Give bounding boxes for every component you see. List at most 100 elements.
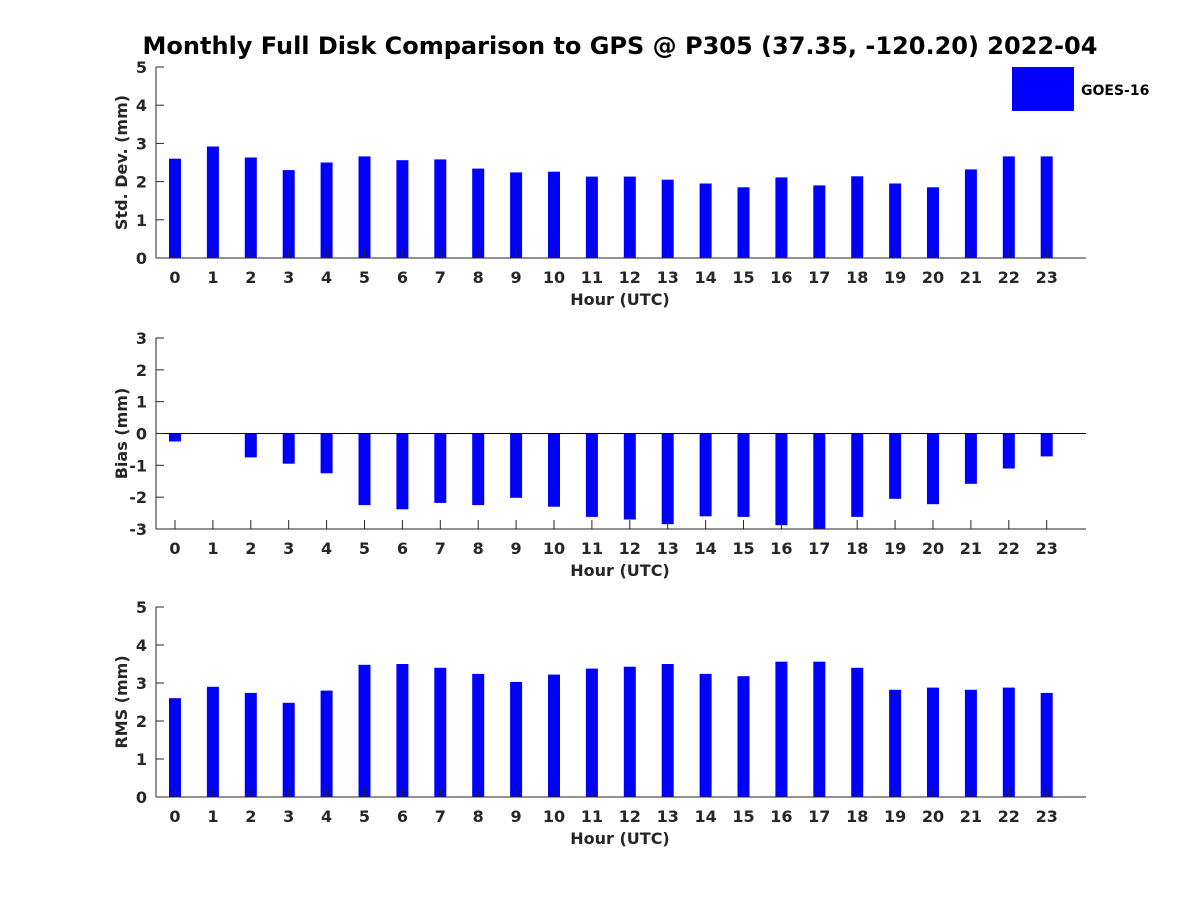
x-tick-label: 6 <box>397 268 408 287</box>
x-tick-label: 5 <box>359 807 370 826</box>
x-tick-label: 21 <box>960 807 982 826</box>
x-tick-label: 9 <box>511 268 522 287</box>
x-tick-label: 10 <box>543 807 565 826</box>
bar-hour-4 <box>320 690 333 797</box>
y-axis-label: Bias (mm) <box>112 388 131 480</box>
bar-hour-3 <box>282 702 295 797</box>
x-tick-label: 3 <box>283 268 294 287</box>
bar-hour-5 <box>358 433 371 506</box>
bar-hour-13 <box>661 179 674 258</box>
bar-hour-23 <box>1040 156 1053 258</box>
bar-hour-12 <box>623 433 636 520</box>
x-tick-label: 19 <box>884 539 906 558</box>
y-axis-label: Std. Dev. (mm) <box>112 95 131 230</box>
x-tick-label: 3 <box>283 539 294 558</box>
bar-hour-17 <box>813 661 826 797</box>
x-tick-label: 7 <box>435 807 446 826</box>
x-tick-label: 6 <box>397 539 408 558</box>
bar-hour-6 <box>396 433 409 510</box>
x-tick-label: 3 <box>283 807 294 826</box>
x-tick-label: 11 <box>581 807 603 826</box>
x-tick-label: 23 <box>1036 268 1058 287</box>
x-tick-label: 13 <box>657 268 679 287</box>
bar-hour-15 <box>737 433 750 517</box>
x-tick-label: 4 <box>321 539 332 558</box>
bar-hour-16 <box>775 661 788 797</box>
x-tick-label: 6 <box>397 807 408 826</box>
bar-hour-13 <box>661 664 674 797</box>
y-tick-label: 1 <box>136 393 147 412</box>
bar-hour-20 <box>927 187 939 258</box>
bar-hour-21 <box>964 433 977 484</box>
bar-hour-5 <box>358 664 371 797</box>
bar-hour-18 <box>851 433 864 517</box>
x-tick-label: 2 <box>245 268 256 287</box>
x-tick-label: 2 <box>245 539 256 558</box>
x-tick-label: 1 <box>207 539 218 558</box>
x-tick-label: 10 <box>543 268 565 287</box>
bar-hour-15 <box>737 187 750 258</box>
bar-hour-14 <box>699 183 712 258</box>
x-tick-label: 10 <box>543 539 565 558</box>
x-tick-label: 12 <box>619 268 641 287</box>
y-tick-label: -1 <box>129 456 147 475</box>
bar-hour-10 <box>548 171 560 258</box>
x-tick-label: 18 <box>846 539 868 558</box>
x-tick-label: 21 <box>960 539 982 558</box>
x-tick-label: 7 <box>435 268 446 287</box>
bar-hour-1 <box>206 146 219 258</box>
bar-hour-17 <box>813 185 826 258</box>
bar-hour-20 <box>927 433 939 505</box>
x-axis-label: Hour (UTC) <box>570 829 670 848</box>
bar-hour-8 <box>472 168 485 258</box>
y-tick-label: 3 <box>136 329 147 348</box>
x-tick-label: 5 <box>359 268 370 287</box>
bar-hour-7 <box>434 667 447 797</box>
y-tick-label: 5 <box>136 598 147 617</box>
bar-hour-23 <box>1040 433 1053 457</box>
x-tick-label: 17 <box>808 539 830 558</box>
x-tick-label: 1 <box>207 807 218 826</box>
y-tick-label: 0 <box>136 425 147 444</box>
bar-hour-19 <box>889 689 902 797</box>
bar-hour-0 <box>169 433 181 442</box>
y-tick-label: 5 <box>136 58 147 77</box>
legend-label: GOES-16 <box>1081 83 1149 99</box>
bar-hour-22 <box>1002 156 1015 258</box>
bar-hour-0 <box>169 158 181 258</box>
x-tick-label: 11 <box>581 539 603 558</box>
bar-hour-3 <box>282 433 295 464</box>
x-tick-label: 14 <box>694 268 716 287</box>
bar-hour-18 <box>851 176 864 258</box>
bar-hour-7 <box>434 159 447 258</box>
x-tick-label: 22 <box>998 539 1020 558</box>
x-tick-label: 7 <box>435 539 446 558</box>
bar-hour-12 <box>623 176 636 258</box>
x-tick-label: 12 <box>619 539 641 558</box>
x-tick-label: 4 <box>321 807 332 826</box>
x-tick-label: 8 <box>473 807 484 826</box>
bar-hour-14 <box>699 433 712 517</box>
bar-hour-22 <box>1002 687 1015 797</box>
x-tick-label: 14 <box>694 807 716 826</box>
x-tick-label: 20 <box>922 268 944 287</box>
bar-hour-14 <box>699 673 712 797</box>
x-tick-label: 0 <box>169 268 180 287</box>
y-tick-label: 4 <box>136 96 147 115</box>
x-tick-label: 22 <box>998 268 1020 287</box>
x-tick-label: 12 <box>619 807 641 826</box>
x-tick-label: 23 <box>1036 807 1058 826</box>
x-tick-label: 16 <box>770 539 792 558</box>
y-tick-label: 2 <box>136 712 147 731</box>
x-tick-label: 15 <box>732 268 754 287</box>
bar-hour-9 <box>510 433 523 498</box>
bar-hour-8 <box>472 673 485 797</box>
y-tick-label: 1 <box>136 750 147 769</box>
bar-hour-7 <box>434 433 447 503</box>
bar-hour-1 <box>206 686 219 797</box>
y-tick-label: -3 <box>129 520 147 539</box>
bar-hour-5 <box>358 156 371 258</box>
